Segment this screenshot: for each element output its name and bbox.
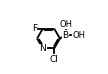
Text: F: F	[32, 24, 37, 33]
Text: OH: OH	[59, 20, 72, 29]
Text: N: N	[39, 44, 46, 53]
Text: B: B	[63, 31, 69, 40]
Text: Cl: Cl	[50, 55, 59, 64]
Text: OH: OH	[73, 31, 86, 40]
